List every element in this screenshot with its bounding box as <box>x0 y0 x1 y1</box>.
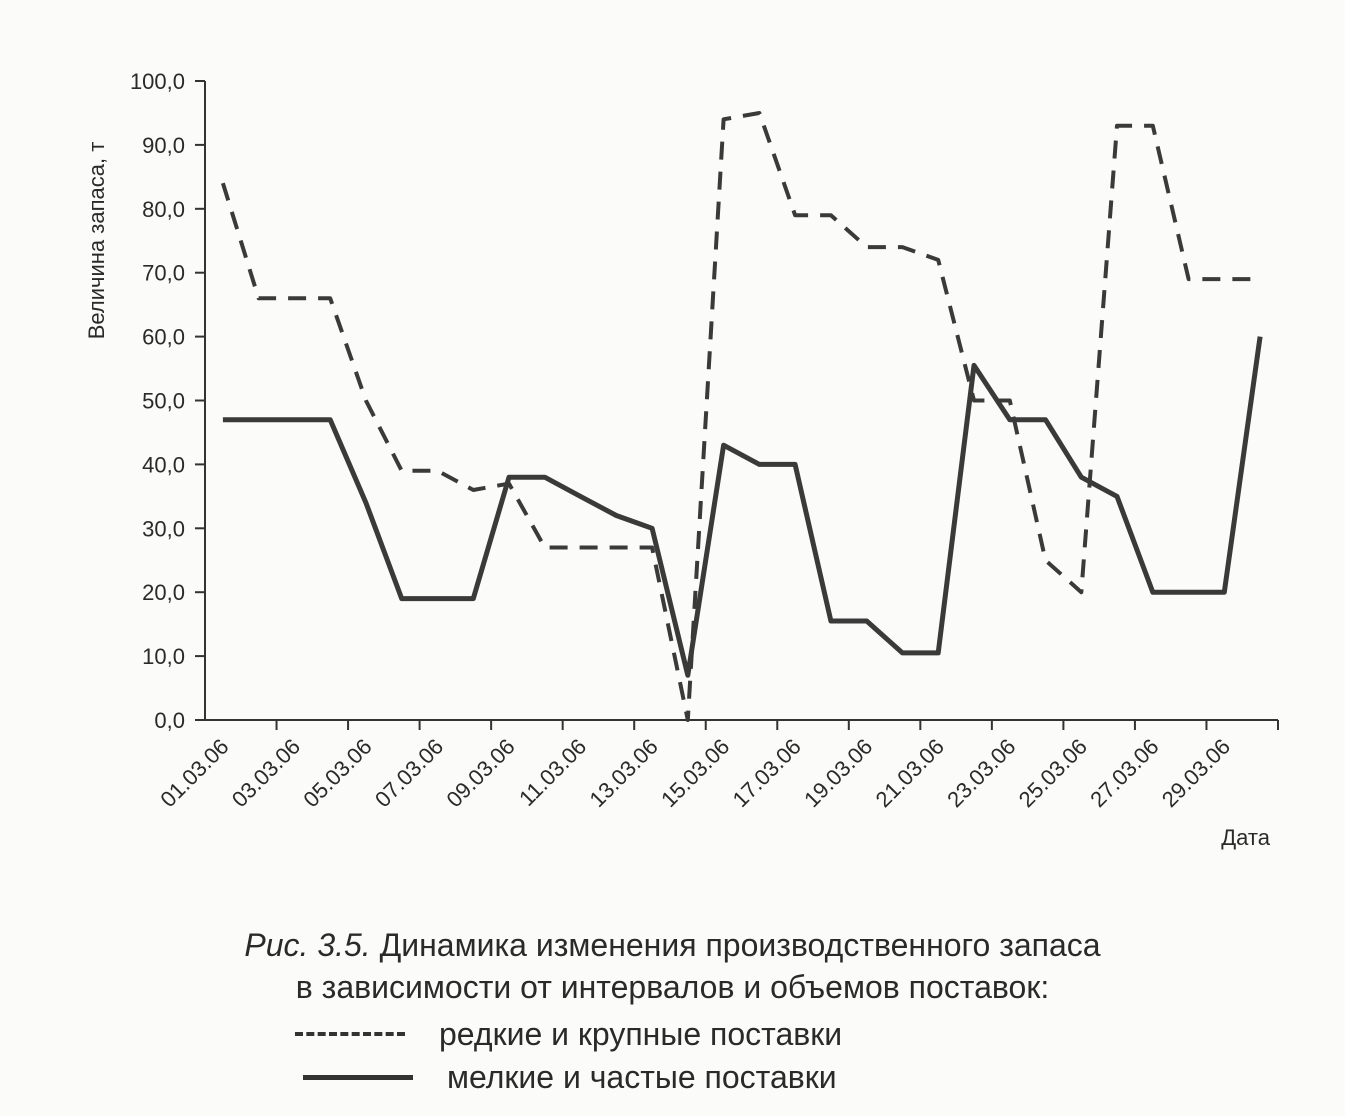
y-tick-label: 40,0 <box>142 452 185 477</box>
caption-text-2: в зависимости от интервалов и объемов по… <box>295 969 1050 1005</box>
x-tick-label: 27.03.06 <box>1085 734 1163 812</box>
x-tick-label: 19.03.06 <box>799 734 877 812</box>
y-tick-label: 100,0 <box>130 69 185 94</box>
x-tick-label: 13.03.06 <box>585 734 663 812</box>
legend-label-solid: мелкие и частые поставки <box>447 1058 837 1095</box>
y-tick-label: 90,0 <box>142 133 185 158</box>
y-tick-label: 20,0 <box>142 580 185 605</box>
x-tick-label: 07.03.06 <box>370 734 448 812</box>
x-tick-label: 17.03.06 <box>728 734 806 812</box>
legend-label-dashed: редкие и крупные поставки <box>439 1015 843 1052</box>
caption-text-1: Динамика изменения производственного зап… <box>379 927 1101 963</box>
y-tick-label: 60,0 <box>142 325 185 350</box>
x-axis-title: Дата <box>1221 825 1270 850</box>
chart-axes <box>195 80 1279 730</box>
figure-caption-line-2: в зависимости от интервалов и объемов по… <box>0 966 1345 1008</box>
x-tick-label: 29.03.06 <box>1157 734 1235 812</box>
figure-caption-line-1: Рис. 3.5. Динамика изменения производств… <box>0 924 1345 966</box>
line-chart: 0,0 10,0 20,0 30,0 40,0 50,0 60,0 70,0 80,0 90,0 1… <box>84 69 1279 850</box>
legend-item-solid: мелкие и частые поставки <box>303 1056 837 1098</box>
x-tick-label: 01.03.06 <box>155 734 233 812</box>
y-axis-title: Величина запаса, т <box>84 142 109 340</box>
series-line-solid <box>222 336 1263 678</box>
y-tick-label: 0,0 <box>154 708 185 733</box>
figure-number: Рис. 3.5. <box>244 927 371 963</box>
x-tick-label: 21.03.06 <box>871 734 949 812</box>
x-tick-label: 09.03.06 <box>441 734 519 812</box>
y-tick-label: 50,0 <box>142 389 185 414</box>
legend-item-dashed: редкие и крупные поставки <box>295 1013 842 1055</box>
x-tick-label: 05.03.06 <box>298 734 376 812</box>
x-tick-label: 23.03.06 <box>942 734 1020 812</box>
series-line-dashed <box>220 111 1261 722</box>
x-tick-label: 25.03.06 <box>1014 734 1092 812</box>
chart-labels: 0,0 10,0 20,0 30,0 40,0 50,0 60,0 70,0 80,0 90,0 1… <box>84 69 1271 850</box>
chart-series <box>220 111 1263 722</box>
y-tick-label: 70,0 <box>142 261 185 286</box>
legend-swatch-dashed <box>295 1032 405 1036</box>
x-tick-label: 03.03.06 <box>227 734 305 812</box>
y-tick-label: 30,0 <box>142 516 185 541</box>
x-tick-label: 15.03.06 <box>656 734 734 812</box>
y-tick-label: 10,0 <box>142 644 185 669</box>
legend-swatch-solid <box>303 1074 413 1080</box>
x-tick-label: 11.03.06 <box>514 734 591 811</box>
y-tick-label: 80,0 <box>142 197 185 222</box>
